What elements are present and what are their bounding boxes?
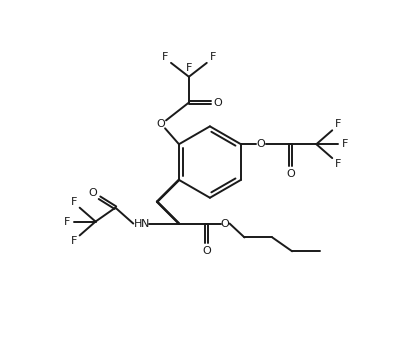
Text: F: F xyxy=(342,139,348,149)
Text: N: N xyxy=(141,218,149,228)
Text: F: F xyxy=(335,119,341,129)
Text: F: F xyxy=(186,63,192,73)
Text: F: F xyxy=(335,159,341,169)
Text: F: F xyxy=(209,52,216,62)
Text: O: O xyxy=(202,246,211,256)
Text: F: F xyxy=(70,197,77,207)
Text: O: O xyxy=(220,218,229,228)
Text: O: O xyxy=(157,119,166,129)
Text: O: O xyxy=(88,188,97,198)
Text: O: O xyxy=(286,169,295,179)
Text: F: F xyxy=(162,52,168,62)
Text: H: H xyxy=(134,218,143,228)
Text: F: F xyxy=(64,217,70,226)
Text: F: F xyxy=(70,236,77,246)
Text: O: O xyxy=(213,97,222,108)
Text: O: O xyxy=(256,139,265,149)
